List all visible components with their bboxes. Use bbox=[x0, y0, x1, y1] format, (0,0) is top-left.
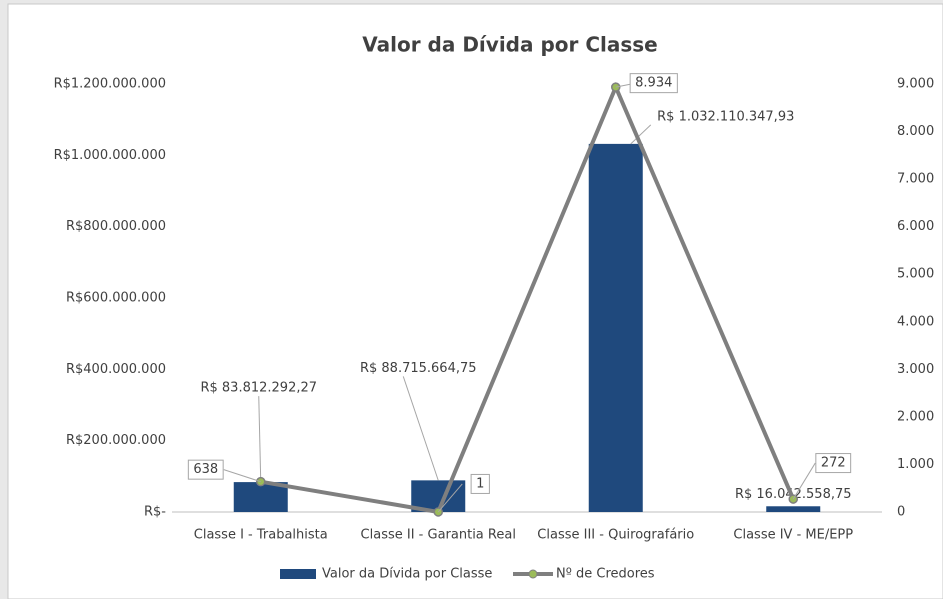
y2-tick-label: 6.000 bbox=[897, 219, 934, 234]
data-label: 272 bbox=[821, 456, 846, 471]
y2-tick-label: 9.000 bbox=[897, 77, 934, 92]
data-label: R$ 1.032.110.347,93 bbox=[657, 109, 794, 124]
bar bbox=[588, 143, 643, 512]
y2-tick-label: 3.000 bbox=[897, 362, 934, 377]
y-tick-label: R$1.200.000.000 bbox=[54, 77, 166, 92]
y-tick-label: R$600.000.000 bbox=[66, 291, 166, 306]
y-tick-label: R$1.000.000.000 bbox=[54, 148, 166, 163]
data-label: 1 bbox=[476, 476, 484, 491]
leader-line bbox=[402, 376, 439, 481]
leader-line bbox=[792, 462, 816, 500]
data-label-box bbox=[470, 473, 490, 494]
y-tick-label: R$200.000.000 bbox=[66, 433, 166, 448]
x-tick-label: Classe III - Quirografário bbox=[537, 528, 694, 543]
leader-line bbox=[630, 124, 652, 145]
data-label-box bbox=[629, 73, 678, 94]
legend-label: Valor da Dívida por Classe bbox=[322, 567, 492, 582]
bar bbox=[766, 506, 821, 512]
y2-tick-label: 2.000 bbox=[897, 409, 934, 424]
y-tick-label: R$- bbox=[144, 505, 166, 520]
leader-line bbox=[258, 396, 262, 483]
x-tick-label: Classe IV - ME/EPP bbox=[733, 528, 853, 543]
y-tick-label: R$400.000.000 bbox=[66, 362, 166, 377]
data-label: 638 bbox=[193, 462, 218, 477]
y2-tick-label: 7.000 bbox=[897, 172, 934, 187]
y2-tick-label: 1.000 bbox=[897, 457, 934, 472]
legend-marker bbox=[528, 569, 538, 579]
data-label: R$ 83.812.292,27 bbox=[200, 381, 317, 396]
line bbox=[260, 82, 796, 515]
legend-label: Nº de Credores bbox=[556, 567, 655, 582]
bar bbox=[233, 482, 288, 512]
chart-frame bbox=[7, 3, 943, 599]
leader-line bbox=[223, 469, 261, 483]
x-tick-label: Classe I - Trabalhista bbox=[194, 528, 328, 543]
x-tick-label: Classe II - Garantia Real bbox=[361, 528, 516, 543]
y-tick-label: R$800.000.000 bbox=[66, 219, 166, 234]
leader-line bbox=[437, 483, 463, 513]
data-label: R$ 88.715.664,75 bbox=[360, 361, 477, 376]
y2-tick-label: 0 bbox=[897, 505, 905, 520]
bar bbox=[411, 480, 466, 512]
y2-tick-label: 8.000 bbox=[897, 124, 934, 139]
y2-tick-label: 4.000 bbox=[897, 314, 934, 329]
chart-title: Valor da Dívida por Classe bbox=[362, 33, 658, 57]
y2-tick-label: 5.000 bbox=[897, 267, 934, 282]
data-label-box bbox=[187, 459, 224, 480]
data-label: 8.934 bbox=[635, 76, 672, 91]
data-label-box bbox=[815, 453, 852, 474]
legend-swatch bbox=[280, 569, 316, 579]
